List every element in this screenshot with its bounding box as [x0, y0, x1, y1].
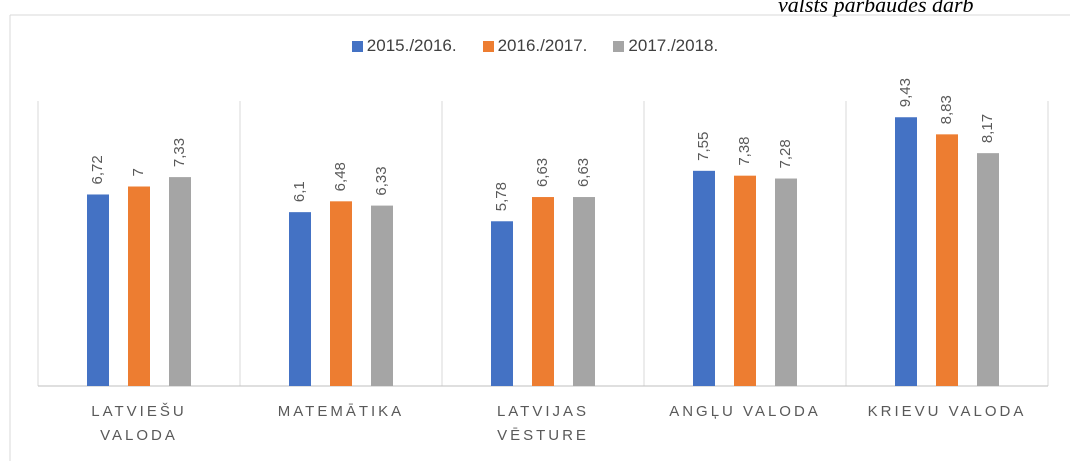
legend: 2015./2016. 2016./2017. 2017./2018. [0, 36, 1070, 56]
bar [371, 205, 393, 386]
x-tick-label: LATVIJAS VĒSTURE [496, 403, 590, 444]
bar [532, 197, 554, 386]
bar [128, 186, 150, 386]
bar [169, 177, 191, 386]
x-tick-label: KRIEVU VALODA [867, 403, 1027, 420]
data-label: 6,63 [534, 158, 551, 187]
x-tick-label: ANGĻU VALODA [669, 403, 821, 420]
legend-label: 2017./2018. [628, 36, 719, 55]
data-label: 7,33 [171, 138, 188, 167]
legend-label: 2015./2016. [366, 36, 457, 55]
x-tick-label: MATEMĀTIKA [277, 403, 405, 420]
x-tick-label: LATVIEŠU VALODA [91, 403, 187, 444]
bar [330, 201, 352, 386]
bar [775, 178, 797, 386]
data-label: 6,48 [332, 162, 349, 191]
bar [573, 197, 595, 386]
legend-item: 2015./2016. [351, 36, 457, 56]
legend-swatch [351, 40, 363, 52]
bar [289, 212, 311, 386]
legend-item: 2016./2017. [482, 36, 588, 56]
bar [734, 175, 756, 386]
data-label: 6,33 [373, 166, 390, 195]
bar [977, 153, 999, 386]
legend-swatch [482, 40, 494, 52]
bar [87, 194, 109, 386]
data-label: 8,83 [938, 95, 955, 124]
annotation: valsts pārbaudes darb [778, 0, 974, 17]
data-label: 7,38 [736, 136, 753, 165]
data-label: 5,78 [493, 182, 510, 211]
legend-swatch [613, 40, 625, 52]
bar [936, 134, 958, 386]
data-label: 9,43 [897, 78, 914, 107]
bar [895, 117, 917, 387]
data-label: 7,28 [777, 139, 794, 168]
data-label: 6,63 [575, 158, 592, 187]
data-label: 8,17 [979, 114, 996, 143]
bar [491, 221, 513, 386]
bar [693, 170, 715, 386]
data-label: 6,72 [89, 155, 106, 184]
legend-item: 2017./2018. [613, 36, 718, 56]
data-label: 7,55 [695, 132, 712, 161]
data-label: 7 [130, 168, 147, 176]
legend-label: 2016./2017. [497, 36, 588, 55]
data-label: 6,1 [291, 181, 308, 202]
